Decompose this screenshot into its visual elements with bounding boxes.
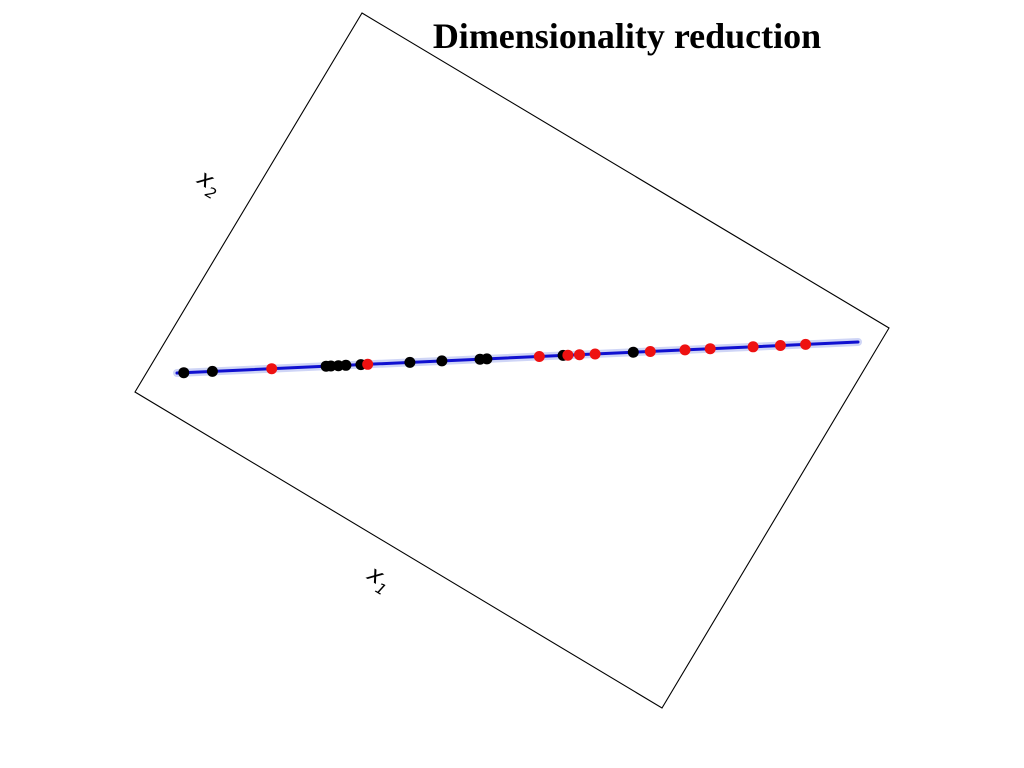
red-point-17 [589,348,601,360]
red-point-2 [266,363,278,375]
red-point-20 [679,344,691,356]
red-point-24 [800,338,812,350]
black-point-0 [178,367,190,379]
black-point-12 [481,353,493,365]
red-point-23 [774,340,786,351]
rotated-plot-frame [134,12,890,709]
x1-axis-label: x1 [359,560,396,599]
black-point-10 [436,355,448,367]
x2-axis-label: x2 [189,164,226,203]
red-point-22 [747,341,759,353]
projected-points [178,338,812,379]
red-point-13 [533,351,545,362]
projection-line [175,340,860,375]
red-point-8 [362,358,374,370]
black-point-18 [627,346,639,358]
red-point-15 [562,349,574,361]
black-point-1 [206,365,218,377]
red-point-16 [574,349,585,361]
red-point-21 [704,343,716,355]
red-point-19 [644,346,656,357]
black-point-6 [340,359,352,371]
black-point-9 [404,356,416,368]
